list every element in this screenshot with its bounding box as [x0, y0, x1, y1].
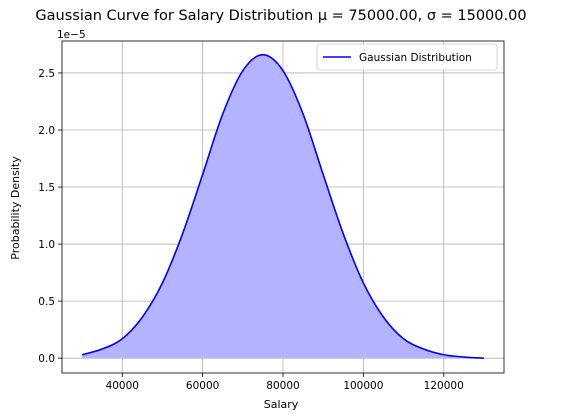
y-tick-label: 1.0 [38, 239, 55, 251]
x-tick-label: 40000 [106, 380, 139, 392]
x-tick-label: 100000 [343, 380, 383, 392]
series-area-fill [82, 54, 484, 359]
y-scale-label: 1e−5 [57, 29, 86, 41]
series-line [81, 53, 484, 359]
series-layer [81, 53, 484, 359]
tick-marks: 40000 60000 80000 100000 120000 0.0 0.5 1.0 1.5 2… [38, 68, 463, 392]
x-tick-label: 60000 [186, 380, 219, 392]
legend-box [316, 43, 498, 71]
x-axis-label: Salary [264, 398, 299, 411]
chart-title: Gaussian Curve for Salary Distribution μ… [35, 8, 526, 24]
x-tick-label: 120000 [424, 380, 464, 392]
y-axis-label: Probability Density [9, 156, 22, 260]
y-tick-label: 0.5 [38, 296, 55, 308]
y-tick-label: 2.0 [38, 125, 55, 137]
y-tick-label: 0.0 [38, 353, 55, 365]
x-tick-label: 80000 [266, 380, 299, 392]
y-tick-label: 2.5 [38, 68, 55, 80]
legend: Gaussian Distribution [316, 43, 498, 71]
y-tick-label: 1.5 [38, 182, 55, 194]
legend-label: Gaussian Distribution [359, 52, 472, 64]
